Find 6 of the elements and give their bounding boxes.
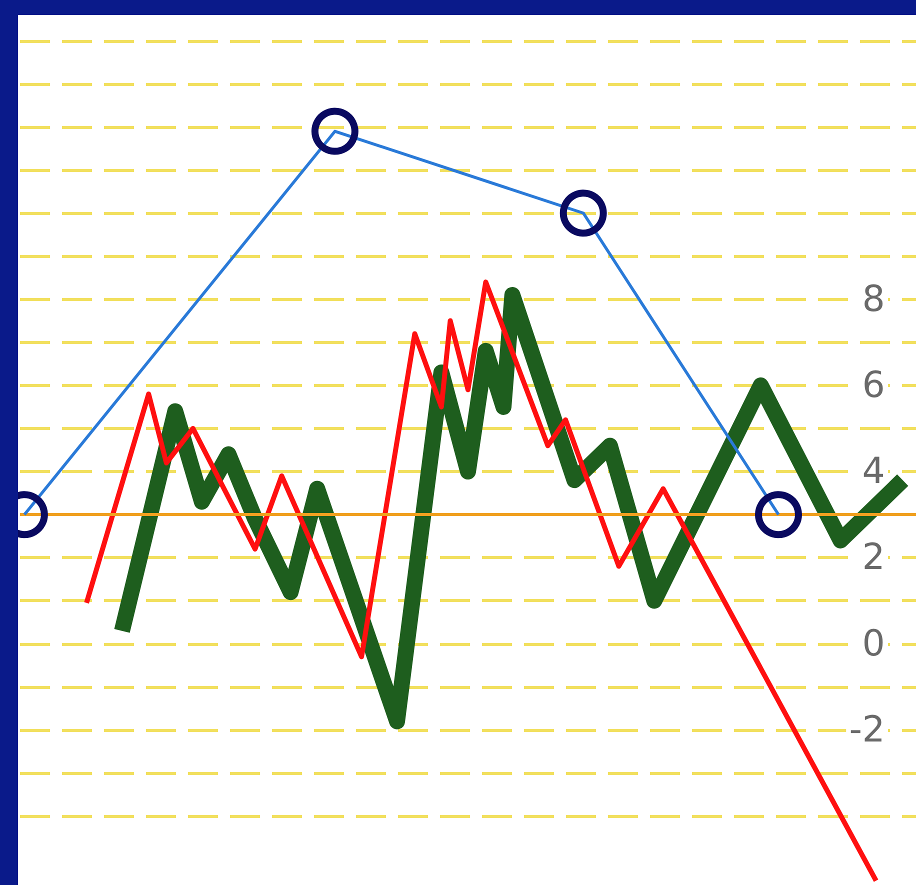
y-tick-label: 6 [862, 364, 885, 406]
y-tick-label: 2 [862, 537, 885, 578]
y-tick-label: -2 [849, 709, 885, 750]
y-tick-label: 4 [862, 451, 885, 492]
y-tick-label: 8 [862, 278, 885, 320]
y-tick-label: 0 [862, 623, 885, 664]
